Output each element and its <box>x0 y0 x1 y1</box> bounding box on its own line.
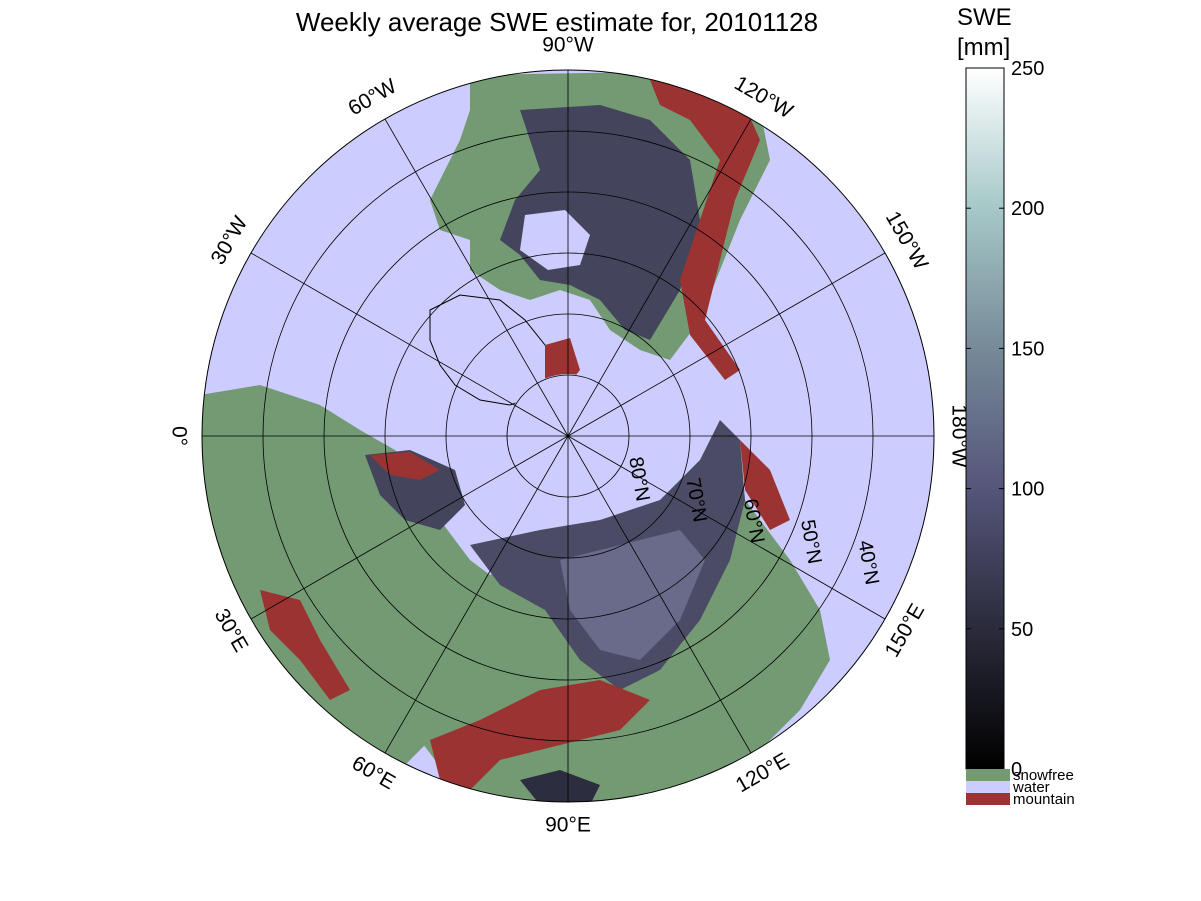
legend-swatch-snowfree <box>966 769 1010 781</box>
himalaya-mountain <box>430 680 650 790</box>
rocky-mountains <box>650 80 760 380</box>
legend-swatch-mountain <box>966 793 1010 805</box>
alps-mountain <box>260 590 350 700</box>
longitude-label: 90°E <box>545 814 591 837</box>
legend-label-water: water <box>1012 779 1050 796</box>
colorbar-tick-label: 250 <box>1011 58 1044 80</box>
colorbar-tick-label: 0 <box>1011 759 1022 781</box>
longitude-label: 30°W <box>207 212 253 268</box>
longitude-label: 0° <box>167 426 190 446</box>
colorbar-tick-label: 50 <box>1011 619 1033 641</box>
colorbar-tick-label: 200 <box>1011 198 1044 220</box>
scandinavia-mountain <box>370 452 440 480</box>
meridian-line <box>250 435 569 620</box>
colorbar-tick-label: 100 <box>1011 479 1044 501</box>
longitude-label: 30°E <box>210 605 253 656</box>
meridian-line <box>567 435 886 620</box>
map-title: Weekly average SWE estimate for, 2010112… <box>296 7 818 37</box>
graticule <box>202 70 934 802</box>
meridian-line <box>567 252 886 437</box>
longitude-label: 60°W <box>344 74 400 120</box>
meridian-line <box>384 118 569 437</box>
colorbar: SWE [mm] 250 200 150 100 50 0 <box>957 4 1044 781</box>
legend-swatch-water <box>966 781 1010 793</box>
legend-label-snowfree: snowfree <box>1013 767 1074 784</box>
east-asia-mountain <box>740 440 790 530</box>
polar-map <box>201 69 935 803</box>
meridian-line <box>250 252 569 437</box>
north-america-snow <box>500 105 700 340</box>
hudson-bay <box>520 210 590 270</box>
colorbar-gradient <box>965 67 1005 770</box>
colorbar-title-swe: SWE <box>957 4 1012 31</box>
legend-label-mountain: mountain <box>1013 791 1075 808</box>
longitude-label: 180°W <box>947 404 970 467</box>
colorbar-tick-label: 150 <box>1011 338 1044 360</box>
meridian-line <box>567 118 752 437</box>
longitude-label: 60°E <box>348 752 399 795</box>
siberia-snow-light <box>560 530 705 660</box>
meridian-line <box>384 435 569 754</box>
central-asia-snow <box>520 770 600 802</box>
meridian-line <box>567 435 752 754</box>
colorbar-title-unit: [mm] <box>957 34 1010 61</box>
colorbar-ticks: 250 200 150 100 50 0 <box>966 58 1044 781</box>
longitude-label: 90°W <box>542 34 594 57</box>
